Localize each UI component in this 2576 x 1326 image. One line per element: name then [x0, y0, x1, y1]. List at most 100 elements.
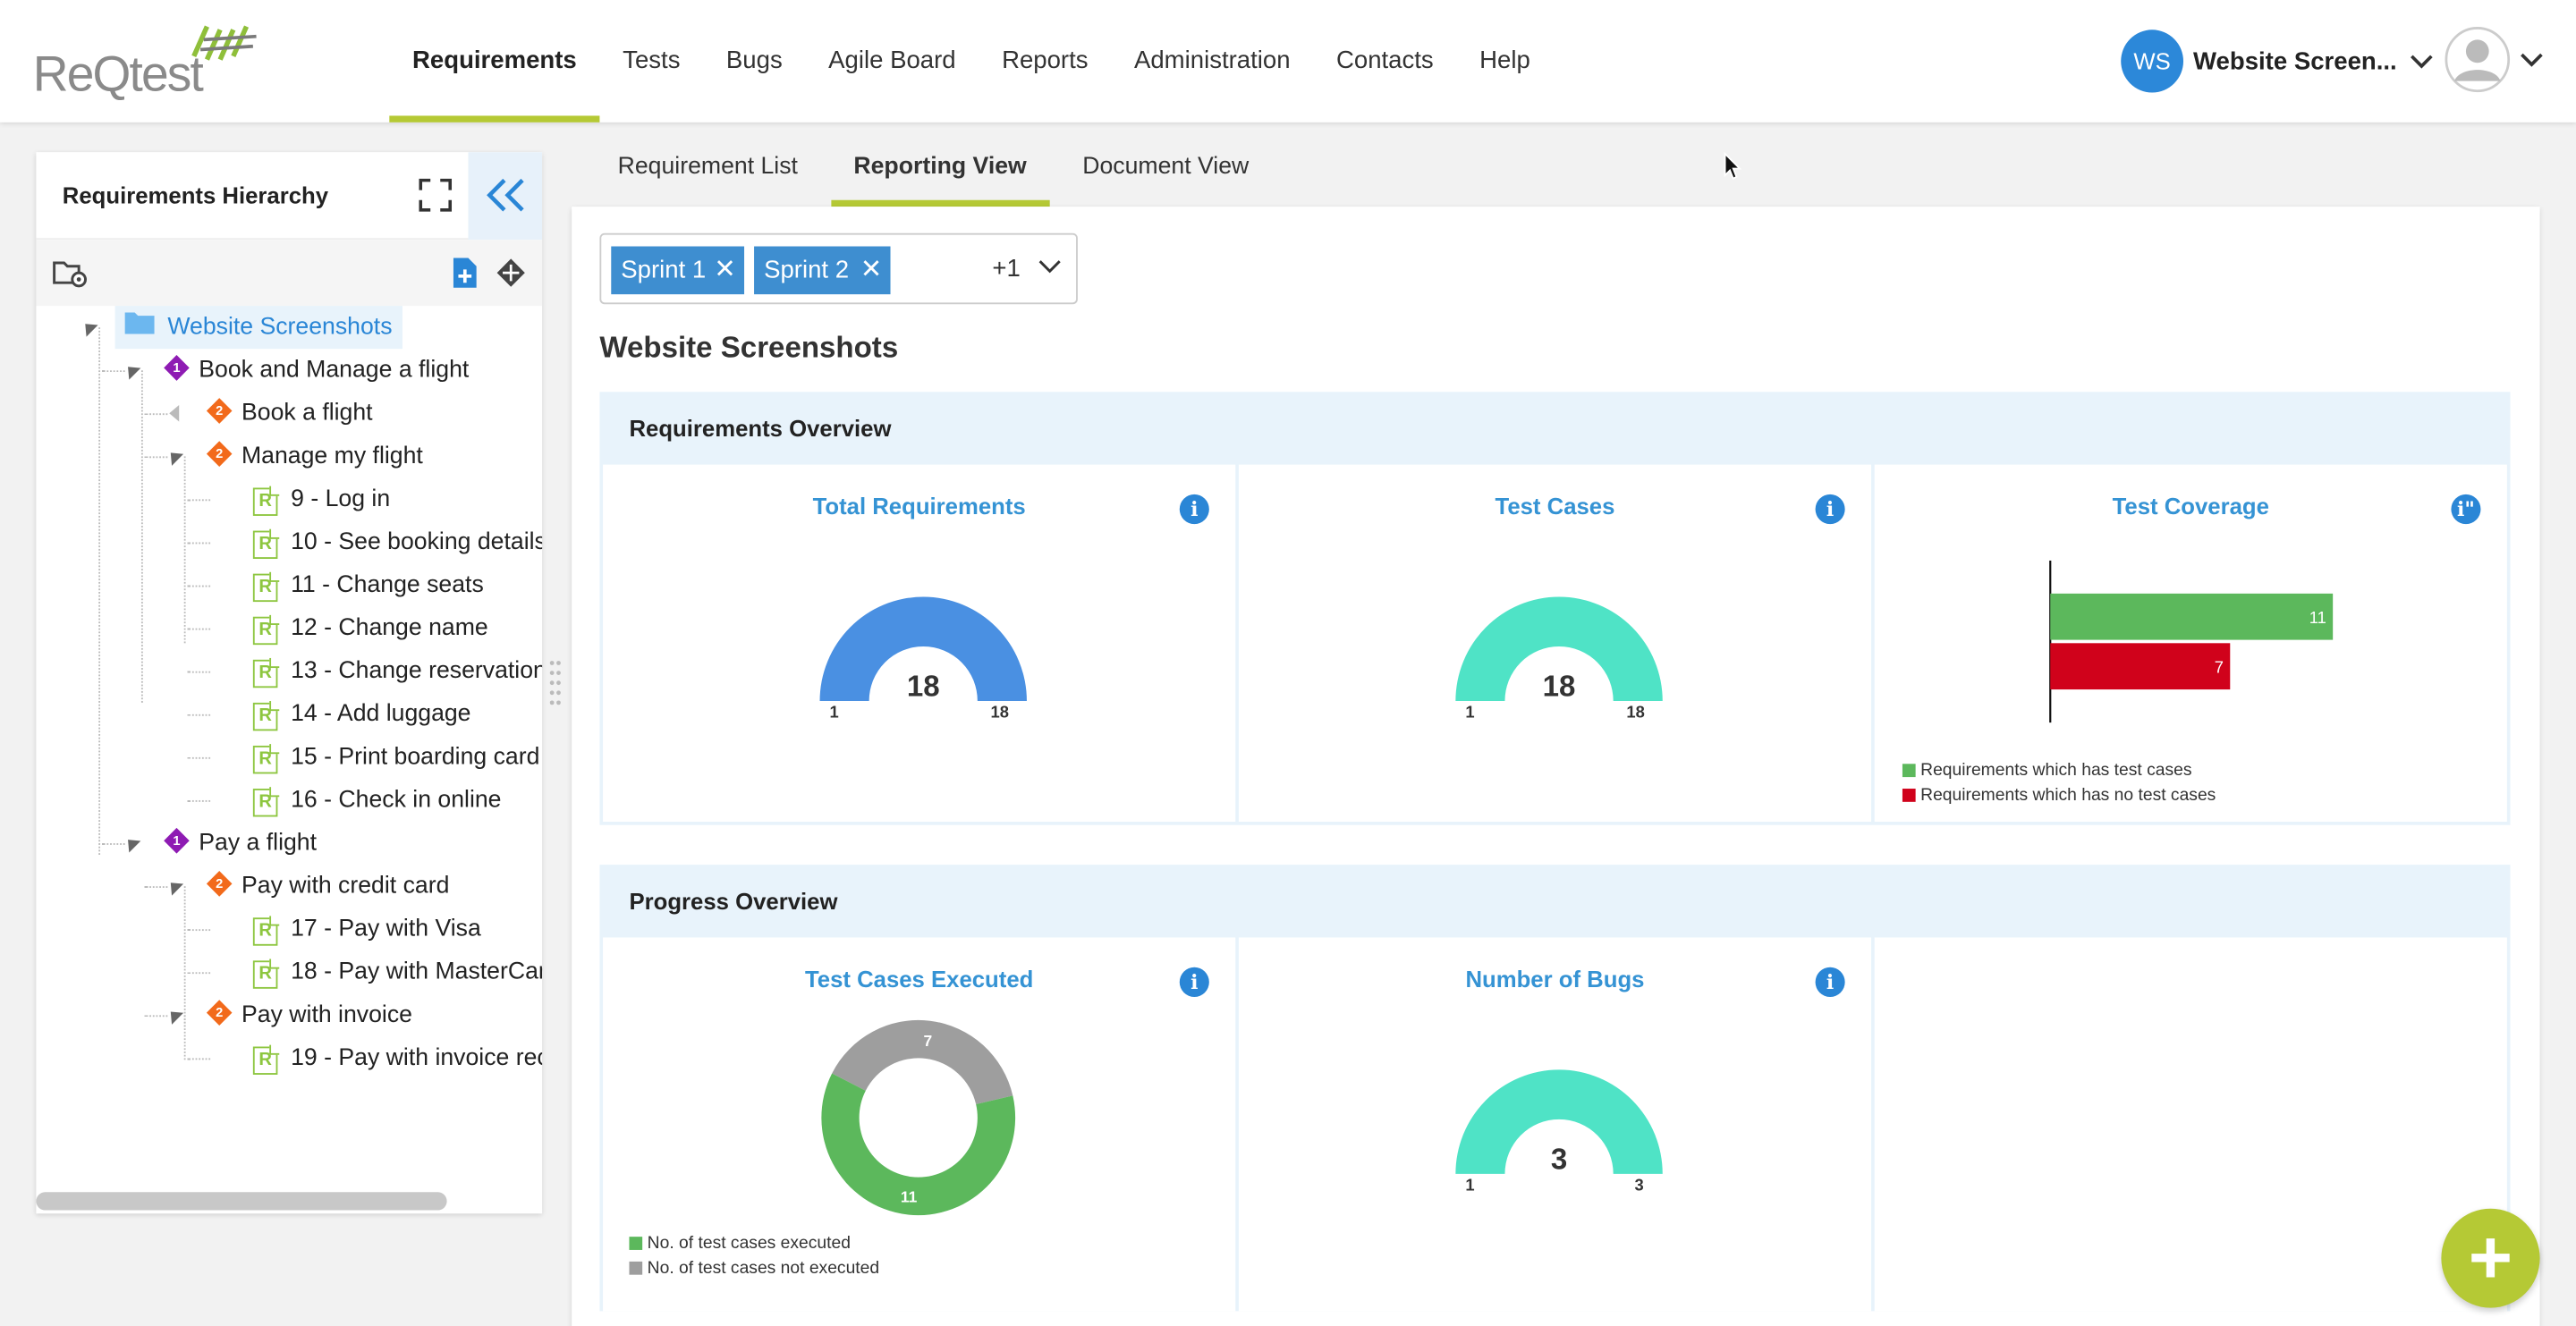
tree-connector — [187, 628, 211, 630]
tree-item-requirement[interactable]: R 16 - Check in online — [252, 779, 502, 822]
requirement-icon: R — [252, 736, 280, 779]
expand-toggle-icon[interactable] — [165, 1005, 184, 1025]
bar-value-label: 7 — [2215, 658, 2224, 677]
slice-value-label: 11 — [901, 1188, 918, 1206]
gauge-max: 3 — [1634, 1177, 1644, 1195]
test-cases-card: Test Cases i 18 1 18 — [1238, 464, 1872, 823]
expand-toggle-icon[interactable] — [79, 317, 98, 337]
expand-toggle-icon[interactable] — [165, 876, 184, 896]
nav-agile-board[interactable]: Agile Board — [828, 46, 956, 75]
requirement-icon: R — [252, 650, 280, 693]
section-title: Progress Overview — [629, 887, 838, 915]
chevron-down-icon[interactable] — [1038, 258, 1062, 274]
tree-item-requirement[interactable]: R 17 - Pay with Visa — [252, 908, 481, 950]
tree-item-requirement[interactable]: R 15 - Print boarding card — [252, 736, 539, 779]
sprint-filter[interactable]: Sprint 1 ✕ Sprint 2 ✕ +1 — [599, 232, 1078, 305]
tree-item-group[interactable]: 2 Pay with invoice — [206, 993, 412, 1037]
tree-item-label: Website Screenshots — [167, 314, 393, 342]
nav-help[interactable]: Help — [1479, 46, 1530, 75]
horizontal-scrollbar[interactable] — [36, 1192, 447, 1211]
nav-reports[interactable]: Reports — [1002, 46, 1089, 75]
coverage-legend: Requirements which has test cases Requir… — [1902, 757, 2216, 807]
section-title: Requirements Overview — [629, 415, 892, 442]
remove-chip-icon[interactable]: ✕ — [714, 256, 736, 285]
nav-bugs[interactable]: Bugs — [725, 46, 783, 75]
mouse-cursor-icon — [1724, 152, 1742, 180]
tree-item-group[interactable]: 1 Book and Manage a flight — [164, 349, 469, 392]
gauge-min: 1 — [1465, 704, 1475, 723]
hierarchy-settings-icon[interactable] — [496, 258, 526, 287]
tree-connector — [101, 370, 125, 373]
expand-toggle-icon[interactable] — [122, 360, 141, 380]
tab-requirement-list[interactable]: Requirement List — [617, 153, 798, 181]
tree-item-requirement[interactable]: R 11 - Change seats — [252, 564, 484, 607]
tree-item-group[interactable]: 1 Pay a flight — [164, 822, 317, 865]
test-coverage-card: Test Coverage i" 11 7 Requirements which … — [1874, 464, 2507, 823]
tree-item-requirement[interactable]: R 14 - Add luggage — [252, 693, 471, 736]
tree-item-label: 14 - Add luggage — [291, 701, 471, 728]
priority-2-icon: 2 — [206, 994, 233, 1037]
tab-reporting-view[interactable]: Reporting View — [830, 129, 1050, 207]
tree-item-requirement[interactable]: R 9 - Log in — [252, 477, 390, 520]
remove-chip-icon[interactable]: ✕ — [860, 256, 883, 285]
expand-toggle-icon[interactable] — [169, 405, 180, 422]
tree-item-group[interactable]: 2 Book a flight — [206, 392, 373, 435]
coverage-bar[interactable] — [2050, 593, 2334, 640]
info-icon[interactable]: i — [1179, 967, 1209, 998]
info-icon[interactable]: i — [1815, 494, 1845, 525]
expand-toggle-icon[interactable] — [122, 833, 141, 853]
priority-2-icon: 2 — [206, 865, 233, 908]
donut-slice[interactable] — [832, 1019, 1013, 1105]
nav-requirements[interactable]: Requirements — [389, 0, 600, 122]
tree-item-requirement[interactable]: R 18 - Pay with MasterCard — [252, 950, 542, 994]
tab-document-view[interactable]: Document View — [1082, 153, 1250, 181]
requirements-overview-section: Requirements Overview Total Requirements… — [599, 392, 2511, 825]
gauge-max: 18 — [990, 704, 1009, 723]
tree-item-requirement[interactable]: R 13 - Change reservation — [252, 650, 542, 693]
add-button[interactable]: + — [2441, 1208, 2540, 1308]
requirement-icon: R — [252, 693, 280, 736]
info-icon[interactable]: i — [1179, 494, 1209, 525]
legend-label: No. of test cases not executed — [647, 1257, 880, 1278]
total-requirements-gauge: 18 1 18 — [817, 594, 1030, 732]
legend-item: Requirements which has no test cases — [1902, 782, 2216, 807]
expand-toggle-icon[interactable] — [165, 446, 184, 466]
plus-icon: + — [2468, 1213, 2513, 1300]
project-selector[interactable]: WS Website Screen... — [2121, 30, 2433, 93]
resize-handle-icon[interactable] — [548, 658, 562, 707]
sidebar-toolbar — [36, 240, 543, 307]
filter-chip[interactable]: Sprint 2 ✕ — [754, 246, 891, 295]
bar-value-label: 11 — [2309, 608, 2326, 627]
folder-settings-icon[interactable] — [53, 257, 89, 290]
collapse-sidebar-button[interactable] — [468, 152, 543, 241]
progress-overview-section: Progress Overview Test Cases Executed i … — [599, 865, 2511, 1312]
tree-item-requirement[interactable]: R 10 - See booking details — [252, 520, 542, 563]
tree-item-label: 17 - Pay with Visa — [291, 916, 481, 943]
coverage-bar[interactable] — [2050, 643, 2231, 690]
nav-administration[interactable]: Administration — [1133, 46, 1291, 75]
tree-item-requirement[interactable]: R 19 - Pay with invoice receive — [252, 1036, 542, 1080]
new-document-icon[interactable] — [452, 257, 478, 290]
reqtest-logo[interactable]: ReQtest — [32, 16, 263, 103]
donut-slice[interactable] — [821, 1073, 1016, 1216]
card-title: Total Requirements — [812, 493, 1026, 519]
tree-item-folder[interactable]: Website Screenshots — [114, 306, 402, 350]
tree-connector — [187, 929, 211, 932]
folder-icon — [124, 306, 155, 349]
nav-contacts[interactable]: Contacts — [1335, 46, 1434, 75]
filter-chip[interactable]: Sprint 1 ✕ — [611, 246, 745, 295]
requirement-icon: R — [252, 951, 280, 994]
tree-item-requirement[interactable]: R 12 - Change name — [252, 607, 488, 650]
logo-text: ReQtest — [32, 47, 204, 103]
tree-item-group[interactable]: 2 Pay with credit card — [206, 865, 449, 908]
tree-item-group[interactable]: 2 Manage my flight — [206, 435, 423, 477]
user-menu[interactable] — [2445, 27, 2543, 93]
info-icon[interactable]: i — [1815, 967, 1845, 998]
info-icon[interactable]: i" — [2451, 494, 2481, 525]
more-chips-count[interactable]: +1 — [992, 254, 1021, 283]
fullscreen-icon[interactable] — [419, 178, 453, 212]
requirement-icon: R — [252, 1037, 280, 1080]
test-coverage-bar-chart: 11 7 — [2049, 560, 2334, 723]
view-tabs: Requirement List Reporting View Document… — [595, 129, 1282, 207]
nav-tests[interactable]: Tests — [623, 46, 681, 75]
